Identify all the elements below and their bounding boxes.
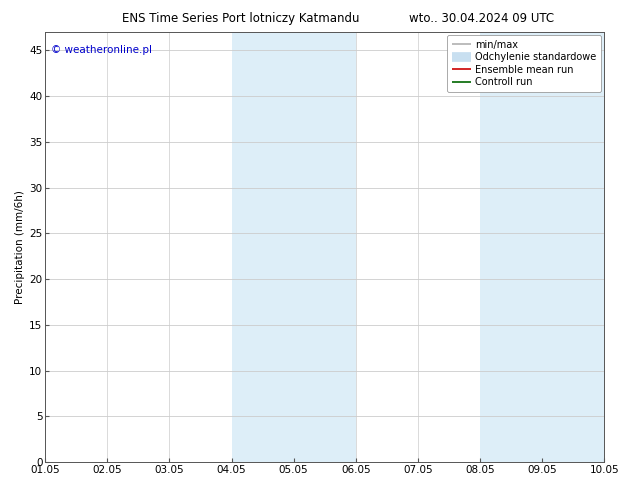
Bar xyxy=(573,32,604,462)
Bar xyxy=(511,32,542,462)
Bar xyxy=(294,32,325,462)
Legend: min/max, Odchylenie standardowe, Ensemble mean run, Controll run: min/max, Odchylenie standardowe, Ensembl… xyxy=(447,35,601,92)
Text: ENS Time Series Port lotniczy Katmandu: ENS Time Series Port lotniczy Katmandu xyxy=(122,12,359,25)
Bar xyxy=(325,32,356,462)
Bar xyxy=(262,32,294,462)
Bar xyxy=(542,32,573,462)
Text: © weatheronline.pl: © weatheronline.pl xyxy=(51,45,152,55)
Bar xyxy=(231,32,262,462)
Text: wto.. 30.04.2024 09 UTC: wto.. 30.04.2024 09 UTC xyxy=(410,12,554,25)
Bar xyxy=(480,32,511,462)
Y-axis label: Precipitation (mm/6h): Precipitation (mm/6h) xyxy=(15,190,25,304)
